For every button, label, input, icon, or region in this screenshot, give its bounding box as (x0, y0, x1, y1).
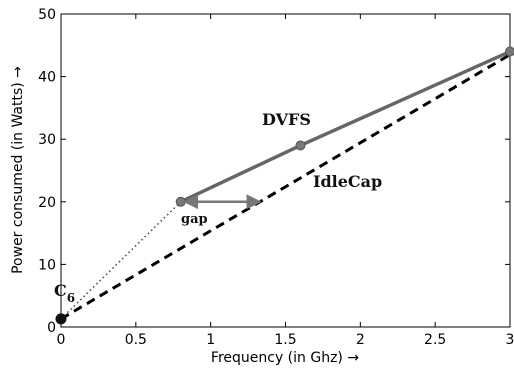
y-tick-label: 40 (38, 70, 56, 86)
y-tick-label: 20 (38, 195, 56, 211)
x-tick-label: 1.5 (274, 332, 296, 348)
y-axis-label: Power consumed (in Watts) → (10, 66, 26, 274)
annotation-c6-subscript: 6 (67, 291, 75, 305)
series-line-idlecap (60, 53, 511, 321)
dvfs-point (505, 46, 514, 57)
y-tick-label: 0 (47, 320, 56, 336)
series-lines (60, 49, 511, 321)
dvfs-point (295, 140, 306, 151)
dvfs-point (175, 196, 186, 207)
x-axis-label: Frequency (in Ghz) → (211, 350, 359, 366)
annotation-idlecap: IdleCap (313, 172, 382, 191)
y-tick-label: 50 (38, 7, 56, 23)
x-tick-label: 1 (206, 332, 215, 348)
annotation-c6: C6 (54, 281, 75, 305)
series-line-c6-transition (60, 201, 182, 320)
annotation-dvfs: DVFS (262, 110, 311, 129)
annotation-gap: gap (181, 212, 208, 227)
x-tick-label: 3 (506, 332, 514, 348)
c6-point (55, 313, 67, 325)
annotation-c6-main: C (54, 281, 67, 300)
x-tick-label: 2.5 (424, 332, 446, 348)
y-tick-label: 30 (38, 132, 56, 148)
x-tick-label: 0.5 (125, 332, 147, 348)
y-tick-label: 10 (38, 257, 56, 273)
series-markers (55, 46, 514, 325)
x-tick-label: 0 (57, 332, 66, 348)
x-tick-label: 2 (356, 332, 365, 348)
